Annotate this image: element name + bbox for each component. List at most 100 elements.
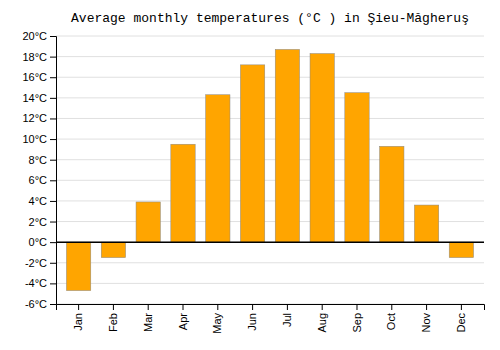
tick-mark <box>50 160 56 161</box>
tick: -2°C <box>25 257 56 269</box>
tick-label: Jun <box>246 313 258 331</box>
tick-label: 6°C <box>29 174 48 186</box>
tick-mark <box>356 304 357 310</box>
tick-mark <box>50 263 56 264</box>
tick-label: 4°C <box>29 195 48 207</box>
tick-label: Mar <box>142 313 154 332</box>
bar <box>275 49 299 242</box>
tick-mark <box>50 222 56 223</box>
tick-label: 16°C <box>22 71 47 83</box>
tick-label: Dec <box>455 313 467 333</box>
tick: 18°C <box>22 51 56 63</box>
tick: 6°C <box>29 174 56 186</box>
bar <box>240 65 264 242</box>
tick: Sep <box>351 304 363 333</box>
tick: 16°C <box>22 71 56 83</box>
tick: Apr <box>177 304 189 330</box>
tick-label: Jan <box>72 313 84 331</box>
tick: Dec <box>455 304 467 333</box>
tick-mark <box>217 304 218 310</box>
tick-label: May <box>211 313 223 334</box>
grid-line <box>56 159 484 160</box>
tick: 0°C <box>29 236 56 248</box>
tick-label: -4°C <box>25 277 47 289</box>
tick-mark <box>50 139 56 140</box>
tick-label: 10°C <box>22 133 47 145</box>
tick: -6°C <box>25 298 56 310</box>
tick-label: Apr <box>177 313 189 330</box>
tick-mark <box>50 118 56 119</box>
grid-line <box>56 118 484 119</box>
tick-label: -2°C <box>25 257 47 269</box>
tick-mark <box>391 304 392 310</box>
grid-line <box>56 180 484 181</box>
tick-label: 0°C <box>29 236 48 248</box>
tick-mark <box>148 304 149 310</box>
grid-line <box>56 139 484 140</box>
chart: -6°C -4°C -2°C 0°C 2°C 4°C 6°C 8°C 10°C 12°C 14°C 1… <box>0 0 500 350</box>
tick: 12°C <box>22 112 56 124</box>
tick: Jun <box>246 304 258 331</box>
bar <box>310 54 334 243</box>
tick: Aug <box>316 304 328 333</box>
grid-line <box>56 200 484 201</box>
grid <box>56 36 484 304</box>
bar <box>101 242 125 257</box>
tick-mark <box>461 304 462 310</box>
bar <box>66 242 90 290</box>
tick-mark <box>50 283 56 284</box>
plot: -6°C -4°C -2°C 0°C 2°C 4°C 6°C 8°C 10°C 12°C 14°C 1… <box>22 30 484 334</box>
tick: 2°C <box>29 216 56 228</box>
tick-label: Oct <box>385 313 397 330</box>
bar <box>136 202 160 242</box>
tick-mark <box>252 304 253 310</box>
tick-mark <box>183 304 184 310</box>
bars <box>66 49 473 290</box>
tick-mark <box>287 304 288 310</box>
tick: Jul <box>281 304 293 327</box>
tick: May <box>211 304 223 334</box>
tick-mark <box>50 77 56 78</box>
tick-label: 14°C <box>22 92 47 104</box>
tick-mark <box>50 304 56 305</box>
bar <box>345 93 369 242</box>
grid-line <box>56 56 484 57</box>
tick-mark <box>322 304 323 310</box>
tick-mark <box>113 304 114 310</box>
bar <box>206 95 230 242</box>
y-axis: -6°C -4°C -2°C 0°C 2°C 4°C 6°C 8°C 10°C 12°C 14°C 1… <box>22 30 56 310</box>
axis-line <box>50 37 57 305</box>
grid-line <box>56 97 484 98</box>
tick-label: 8°C <box>29 154 48 166</box>
tick-label: 20°C <box>22 30 47 42</box>
tick-mark <box>50 57 56 58</box>
tick-label: Sep <box>351 313 363 333</box>
tick: 4°C <box>29 195 56 207</box>
tick: 14°C <box>22 92 56 104</box>
tick: Nov <box>420 304 432 333</box>
tick: Oct <box>385 304 397 330</box>
tick-label: Aug <box>316 313 328 333</box>
bar <box>414 205 438 242</box>
bar <box>380 146 404 242</box>
tick-mark <box>50 98 56 99</box>
tick-mark <box>50 242 56 243</box>
grid-line <box>56 242 484 243</box>
tick: Jan <box>72 304 84 331</box>
title: Average monthly temperatures (°C ) in Şi… <box>71 11 469 26</box>
tick: 10°C <box>22 133 56 145</box>
tick-label: 12°C <box>22 112 47 124</box>
grid-line <box>56 77 484 78</box>
baseline <box>56 241 484 243</box>
tick: 8°C <box>29 154 56 166</box>
grid-line <box>56 36 484 37</box>
grid-line <box>56 262 484 263</box>
tick-label: Jul <box>281 313 293 327</box>
grid-line <box>56 283 484 284</box>
tick-mark <box>50 36 56 37</box>
tick-mark <box>426 304 427 310</box>
x-axis: JanFebMarAprMayJunJulAugSepOctNovDec <box>57 304 485 334</box>
tick-mark <box>78 304 79 310</box>
tick-label: -6°C <box>25 298 47 310</box>
tick: -4°C <box>25 277 56 289</box>
